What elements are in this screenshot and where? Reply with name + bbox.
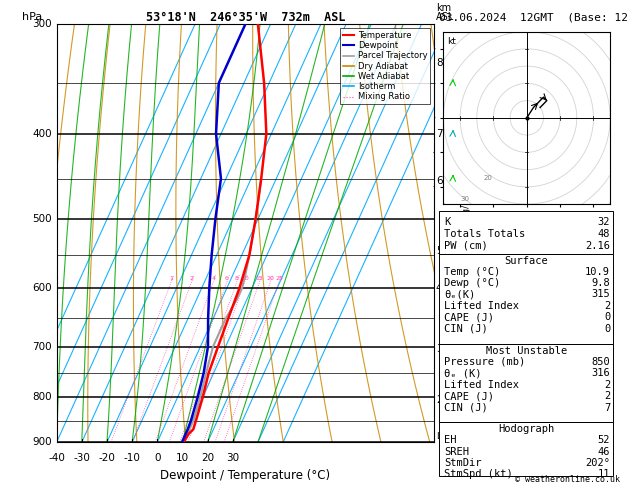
Text: 20: 20 — [484, 175, 493, 181]
Text: 0: 0 — [604, 312, 610, 322]
Text: θₑ (K): θₑ (K) — [444, 368, 482, 378]
Text: 20: 20 — [201, 453, 214, 463]
Text: 2.16: 2.16 — [585, 241, 610, 251]
Text: CIN (J): CIN (J) — [444, 403, 488, 413]
Text: 6: 6 — [225, 276, 229, 281]
Text: 11: 11 — [598, 469, 610, 480]
Text: 2: 2 — [189, 276, 194, 281]
Text: 900: 900 — [32, 437, 52, 447]
Text: 700: 700 — [32, 342, 52, 352]
Text: 202°: 202° — [585, 458, 610, 468]
Text: Lifted Index: Lifted Index — [444, 380, 519, 390]
Text: Mixing Ratio (g/kg): Mixing Ratio (g/kg) — [462, 191, 470, 276]
Text: Dewpoint / Temperature (°C): Dewpoint / Temperature (°C) — [160, 469, 330, 483]
Text: 2: 2 — [604, 301, 610, 311]
Text: 03.06.2024  12GMT  (Base: 12): 03.06.2024 12GMT (Base: 12) — [439, 12, 629, 22]
Text: CAPE (J): CAPE (J) — [444, 312, 494, 322]
Text: -40: -40 — [48, 453, 65, 463]
Text: hPa: hPa — [22, 12, 42, 22]
Text: θₑ(K): θₑ(K) — [444, 290, 476, 299]
Text: 0: 0 — [154, 453, 160, 463]
Text: 48: 48 — [598, 229, 610, 239]
Text: kt: kt — [447, 37, 455, 46]
Text: LCL: LCL — [436, 433, 452, 441]
Text: Surface: Surface — [504, 256, 548, 266]
Text: SREH: SREH — [444, 447, 469, 457]
Text: 5: 5 — [436, 246, 443, 257]
Text: 4: 4 — [436, 283, 443, 293]
Text: Temp (°C): Temp (°C) — [444, 267, 500, 277]
Text: Pressure (mb): Pressure (mb) — [444, 357, 525, 367]
Text: 10: 10 — [241, 276, 248, 281]
Text: 316: 316 — [591, 368, 610, 378]
Text: 2: 2 — [436, 395, 443, 405]
Text: 10: 10 — [176, 453, 189, 463]
Text: 600: 600 — [32, 283, 52, 293]
Text: 0: 0 — [604, 324, 610, 334]
Legend: Temperature, Dewpoint, Parcel Trajectory, Dry Adiabat, Wet Adiabat, Isotherm, Mi: Temperature, Dewpoint, Parcel Trajectory… — [340, 29, 430, 104]
Text: Hodograph: Hodograph — [498, 424, 554, 434]
Text: 8: 8 — [436, 58, 443, 68]
Text: Most Unstable: Most Unstable — [486, 346, 567, 356]
Text: CAPE (J): CAPE (J) — [444, 391, 494, 401]
Text: 400: 400 — [32, 129, 52, 139]
Text: K: K — [444, 217, 450, 226]
Text: CIN (J): CIN (J) — [444, 324, 488, 334]
Title: 53°18'N  246°35'W  732m  ASL: 53°18'N 246°35'W 732m ASL — [145, 11, 345, 24]
Text: 30: 30 — [226, 453, 239, 463]
Text: 20: 20 — [267, 276, 274, 281]
Text: 315: 315 — [591, 290, 610, 299]
Text: 32: 32 — [598, 217, 610, 226]
Text: km
ASL: km ASL — [436, 3, 454, 22]
Text: 300: 300 — [32, 19, 52, 29]
Text: 10.9: 10.9 — [585, 267, 610, 277]
Text: Dewp (°C): Dewp (°C) — [444, 278, 500, 288]
Text: 30: 30 — [460, 196, 469, 202]
Text: 8: 8 — [235, 276, 239, 281]
Text: 3: 3 — [436, 345, 443, 354]
Text: 4: 4 — [211, 276, 216, 281]
Text: 15: 15 — [256, 276, 264, 281]
Text: 6: 6 — [436, 176, 443, 186]
Text: 500: 500 — [32, 214, 52, 224]
Text: 2: 2 — [604, 391, 610, 401]
Text: 800: 800 — [32, 393, 52, 402]
Text: 7: 7 — [604, 403, 610, 413]
Text: EH: EH — [444, 435, 457, 445]
Text: 850: 850 — [591, 357, 610, 367]
Text: Lifted Index: Lifted Index — [444, 301, 519, 311]
Text: Totals Totals: Totals Totals — [444, 229, 525, 239]
Text: 25: 25 — [275, 276, 283, 281]
Text: PW (cm): PW (cm) — [444, 241, 488, 251]
Text: © weatheronline.co.uk: © weatheronline.co.uk — [515, 474, 620, 484]
Text: -10: -10 — [124, 453, 140, 463]
Text: StmSpd (kt): StmSpd (kt) — [444, 469, 513, 480]
Text: 52: 52 — [598, 435, 610, 445]
Text: -30: -30 — [74, 453, 90, 463]
Text: 9.8: 9.8 — [591, 278, 610, 288]
Text: 7: 7 — [436, 129, 443, 139]
Text: 1: 1 — [169, 276, 173, 281]
Text: StmDir: StmDir — [444, 458, 482, 468]
Text: 2: 2 — [604, 380, 610, 390]
Text: -20: -20 — [99, 453, 115, 463]
Text: 46: 46 — [598, 447, 610, 457]
